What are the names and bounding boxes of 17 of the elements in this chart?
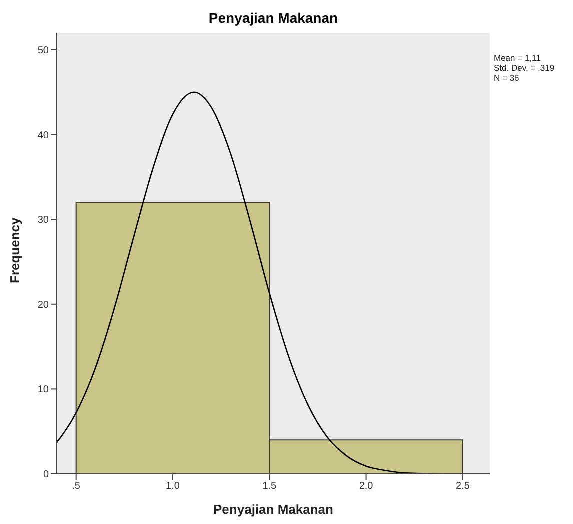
y-tick-label: 30: [38, 215, 50, 226]
y-tick-label: 40: [38, 130, 50, 142]
x-tick-label: 2.0: [359, 481, 374, 492]
x-tick-label: 1.0: [166, 481, 180, 492]
y-tick-label: 50: [38, 46, 50, 57]
x-axis-title: Penyajian Makanan: [214, 502, 334, 517]
text: Mean = 1,11: [494, 53, 542, 63]
y-tick-label: 10: [38, 384, 50, 396]
y-tick-label: 20: [38, 300, 50, 311]
x-tick-label: 2.5: [456, 481, 470, 492]
text: Std. Dev. = ,319: [494, 63, 555, 73]
chart-title: Penyajian Makanan: [208, 10, 340, 26]
x-tick-label: 1.5: [262, 481, 278, 492]
x-tick-label: .5: [72, 481, 81, 492]
y-axis-title: Frequency: [8, 216, 23, 284]
text: N = 36: [494, 73, 520, 83]
y-tick-label: 0: [43, 470, 50, 481]
